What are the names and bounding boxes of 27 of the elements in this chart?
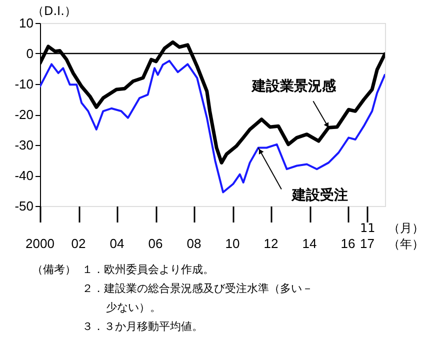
x-tick-label: 14 [302,236,317,251]
y-tick-label: -40 [14,168,34,183]
x-tick-label: 02 [71,236,86,251]
x-tick-label: 16 [340,236,356,251]
text: ３．３か月移動平均値。 [82,320,203,333]
y-tick-label: 10 [19,16,34,30]
y-tick-label: -50 [14,198,34,214]
text: １．欧州委員会より作成。 [82,263,214,276]
x-tick-label: 06 [148,236,163,251]
x-tick-label: 2000 [26,236,54,251]
x-tick-label: 08 [186,236,202,251]
x-axis-title: （年） [388,237,424,251]
x-tick-label: 04 [110,236,124,251]
text: ２．建設業の総合景況感及び受注水準（多い－少ない）。 [82,282,313,314]
x-tick-label: 10 [225,236,240,251]
text: （月） [388,221,424,235]
y-tick-label: -10 [14,76,34,92]
y-axis-title: （D.I.） [32,4,76,18]
x-tick-label: 12 [264,236,278,251]
y-tick-label: -30 [14,138,34,152]
text: （備考） [32,263,76,276]
series-label: 建設業景況感 [250,78,337,94]
series-label: 建設受注 [290,186,348,204]
y-tick-label: 0 [26,46,34,61]
y-tick-label: -20 [14,107,34,122]
x-tick-label: 17 [360,236,375,251]
text: 11 [360,221,376,235]
